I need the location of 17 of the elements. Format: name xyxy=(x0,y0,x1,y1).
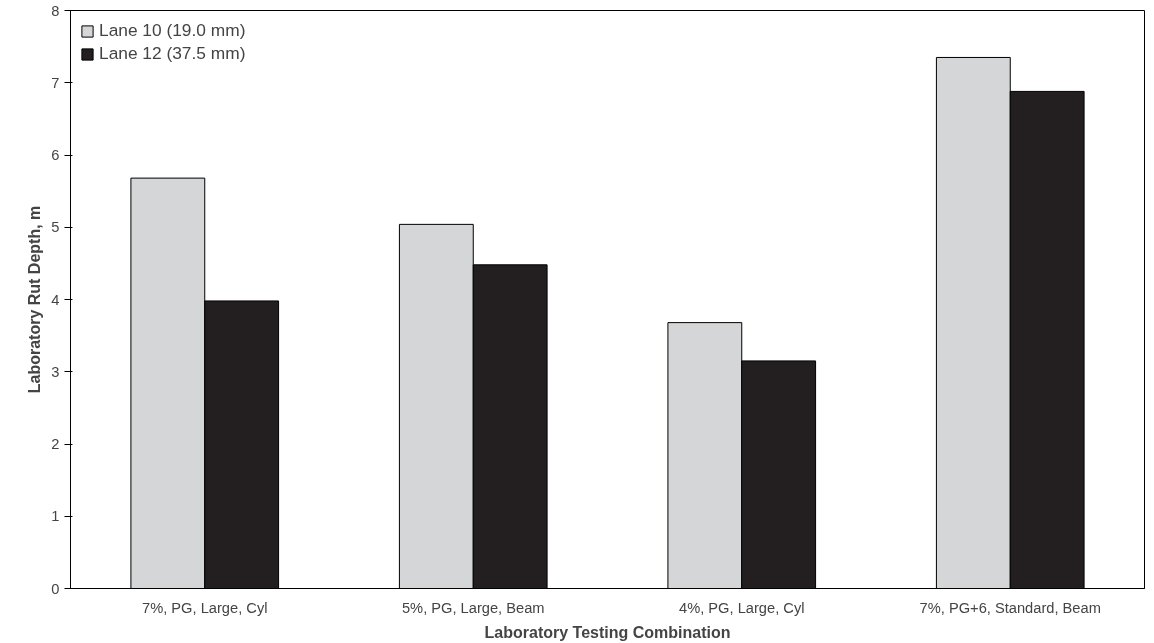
y-tick-label: 1 xyxy=(51,508,60,525)
y-tick-label: 2 xyxy=(51,436,60,452)
y-tick-label: 4 xyxy=(51,291,60,308)
y-axis-title: Laboratory Rut Depth, m xyxy=(26,205,44,394)
x-tick-label: 4%, PG, Large, Cyl xyxy=(679,599,805,616)
x-axis-title: Laboratory Testing Combination xyxy=(484,623,731,641)
y-tick-label: 8 xyxy=(51,2,60,19)
y-tick-label: 6 xyxy=(51,147,60,163)
x-tick-label: 5%, PG, Large, Beam xyxy=(401,599,545,616)
y-tick-label: 7 xyxy=(51,74,60,91)
y-tick-label: 0 xyxy=(51,580,60,597)
legend-label: Lane 10 (19.0 mm) xyxy=(99,20,246,41)
y-tick-label: 3 xyxy=(51,363,60,380)
x-tick-label: 7%, PG+6, Standard, Beam xyxy=(919,599,1101,616)
x-tick-label: 7%, PG, Large, Cyl xyxy=(142,599,268,616)
legend-label: Lane 12 (37.5 mm) xyxy=(99,43,246,64)
y-tick-label: 5 xyxy=(51,219,60,236)
